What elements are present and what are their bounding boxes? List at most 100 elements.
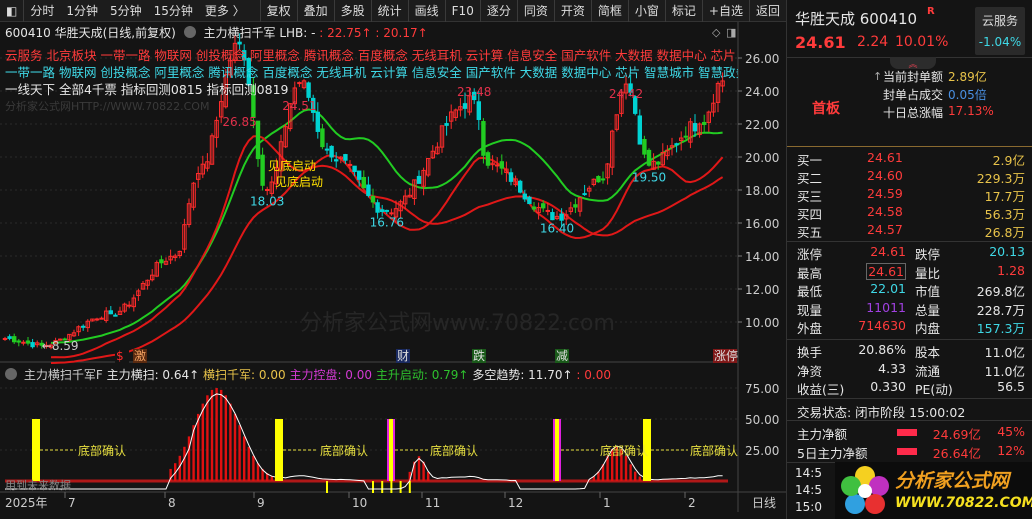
toolbar-btn-4[interactable]: 画线 (407, 0, 445, 22)
tab-fenshi[interactable]: 分时 (23, 0, 60, 22)
bottom-confirm-label: 底部确认 (78, 443, 126, 458)
panel-toggle-icon[interactable]: ◧ (6, 3, 18, 18)
candle-body (177, 250, 183, 257)
candle-body (573, 204, 578, 208)
toolbar-btn-11[interactable]: 标记 (664, 0, 702, 22)
stat-label: 外盘 (797, 321, 823, 336)
book-volume: 229.3万 (976, 171, 1025, 186)
kline-chart[interactable]: 26.00 24.00 22.00 20.00 18.00 16.00 14.00 12.00… (0, 0, 786, 519)
toolbar-btn-8[interactable]: 开资 (553, 0, 591, 22)
stat-value: 228.7万 (976, 302, 1025, 318)
negative-bar (408, 481, 411, 493)
price-label: 16.40 (540, 221, 574, 235)
tab-15min[interactable]: 15分钟 (153, 3, 193, 18)
tab-more[interactable]: 更多 〉 (204, 3, 245, 18)
stat-value: 24.61 (870, 244, 906, 259)
sub-a: 主力横扫: 0.64↑ (106, 368, 200, 382)
stat-value: 1.28 (997, 262, 1025, 278)
stat-row: 涨停 24.61 跌停 20.13 (787, 244, 1032, 262)
histogram-bar (266, 473, 269, 481)
candle-body (209, 135, 215, 165)
histogram-bar (615, 446, 618, 481)
candle-body (159, 259, 164, 264)
sidebar-toggle-icon[interactable]: ◨ (726, 26, 737, 39)
histogram-bar (408, 471, 411, 481)
candle-body (278, 141, 284, 172)
stat-value: 269.8亿 (976, 284, 1025, 299)
candle-body (25, 340, 31, 344)
sub-toggle-icon[interactable] (5, 368, 17, 380)
toolbar-btn-0[interactable]: 复权 (259, 0, 297, 22)
candle-body (554, 215, 560, 220)
stat-value: 11.0亿 (984, 363, 1025, 379)
stat-label: 最低 (797, 284, 823, 299)
date-label: 日线 (752, 496, 776, 510)
indicator-toggle-icon[interactable] (183, 26, 196, 38)
candle-body (623, 83, 629, 94)
candle-body (398, 201, 403, 212)
toolbar-btn-9[interactable]: 简框 (590, 0, 628, 22)
candle-body (449, 111, 454, 122)
stat-label: 收益(三) (797, 382, 845, 397)
candle-body (288, 103, 293, 130)
bottom-confirm-label: 底部确认 (600, 443, 648, 458)
candle-body (656, 161, 661, 165)
candle-body (343, 154, 348, 161)
candle-body (628, 83, 633, 93)
collapse-icon[interactable]: ︽ (890, 57, 936, 70)
stat-label: 最高 (797, 265, 823, 281)
toolbar-btn-5[interactable]: F10 (444, 0, 480, 22)
candle-body (255, 120, 261, 160)
tick-time: 14:5 (795, 483, 822, 497)
candle-body (481, 121, 486, 156)
toolbar-btn-7[interactable]: 同资 (516, 0, 554, 22)
toolbar-btn-13[interactable]: 返回 (748, 0, 786, 22)
candle-body (582, 193, 587, 196)
tab-1min[interactable]: 1分钟 (66, 3, 98, 18)
candle-body (688, 121, 693, 143)
candle-body (692, 123, 698, 132)
candle-body (458, 106, 463, 111)
toolbar-btn-1[interactable]: 叠加 (296, 0, 334, 22)
candle-body (522, 193, 527, 200)
histogram-bar (252, 455, 255, 481)
stat-label: 现量 (797, 302, 823, 318)
signal-badge (133, 349, 147, 363)
price-tick-label: 10.00 (745, 316, 779, 330)
diamond-icon[interactable]: ◇ (712, 26, 721, 39)
chart-title: 600410 华胜天成(日线,前复权) (5, 26, 176, 40)
candle-body (297, 82, 302, 85)
seal-ratio: 0.05倍 (948, 88, 987, 102)
toolbar-btn-6[interactable]: 逐分 (479, 0, 517, 22)
signal-0: $ (116, 349, 124, 363)
candle-body (16, 340, 22, 343)
candle-body (642, 139, 647, 155)
candle-body (81, 325, 86, 328)
candle-body (430, 150, 436, 159)
signal-3: 跌 (473, 348, 485, 363)
candle-body (389, 212, 394, 215)
toolbar-btn-12[interactable]: +自选 (701, 0, 749, 22)
signal-badge (713, 349, 737, 363)
stat-row: 最高 24.61 量比 1.28 (787, 262, 1032, 281)
signal-badge (472, 349, 486, 363)
seal-amt-label: 当前封单额 (883, 70, 944, 84)
candle-body (329, 145, 334, 158)
sector-box[interactable]: 云服务 -1.04% (975, 7, 1025, 55)
future-data-note: 用到未来数据 (5, 478, 71, 492)
histogram-bar (270, 476, 273, 481)
sector-name: 云服务 (981, 14, 1018, 28)
date-label: 2 (688, 496, 696, 510)
candle-body (347, 163, 353, 166)
candle-body (393, 208, 399, 218)
toolbar-btn-10[interactable]: 小窗 (627, 0, 665, 22)
indicator-value-2: : 20.17↑ (375, 26, 428, 40)
candle-body (439, 125, 445, 148)
candle-body (122, 303, 127, 312)
price-label: 19.50 (632, 170, 666, 184)
candle-body (39, 342, 44, 346)
tab-5min[interactable]: 5分钟 (110, 3, 142, 18)
flow-row: 5日主力净额 26.64亿 12% (787, 443, 1032, 461)
toolbar-btn-2[interactable]: 多股 (333, 0, 371, 22)
toolbar-btn-3[interactable]: 统计 (370, 0, 408, 22)
